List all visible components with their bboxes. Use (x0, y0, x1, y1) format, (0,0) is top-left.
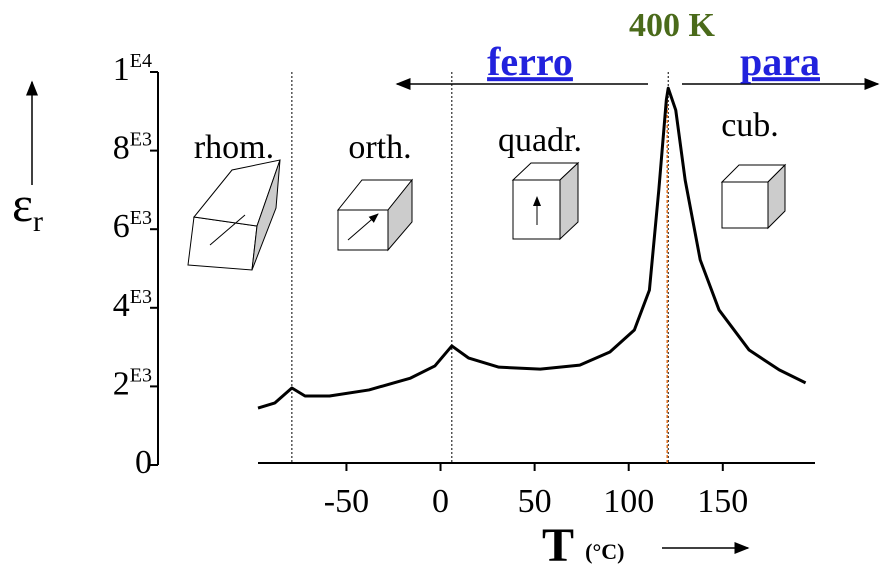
cub-cell (720, 163, 787, 230)
x-axis-label: T (°C) (542, 519, 625, 572)
annotation: ferro (487, 39, 573, 84)
y-tick-label: 6E3 (113, 207, 152, 245)
y-tick-label: 0 (135, 444, 152, 481)
y-axis-label: εr (12, 176, 43, 237)
x-tick-label: -50 (324, 483, 369, 520)
y-tick-label: 2E3 (113, 364, 152, 402)
x-tick-label: 150 (697, 483, 748, 520)
annotation: para (740, 39, 820, 84)
quadr-cell (511, 161, 580, 241)
annotation: quadr. (498, 122, 582, 159)
y-tick-label: 1E4 (113, 50, 152, 88)
annotation: cub. (721, 107, 779, 144)
annotation: orth. (348, 129, 411, 166)
orth-cell (336, 178, 414, 252)
x-tick-label: 50 (518, 483, 552, 520)
annotation: 400 K (629, 7, 716, 44)
x-tick-label: 100 (603, 483, 654, 520)
annotation: rhom. (194, 129, 274, 166)
x-tick-label: 0 (432, 483, 449, 520)
y-tick-label: 4E3 (113, 285, 152, 323)
rhom-cell (187, 159, 281, 271)
data-line (257, 86, 807, 410)
y-tick-label: 8E3 (113, 128, 152, 166)
